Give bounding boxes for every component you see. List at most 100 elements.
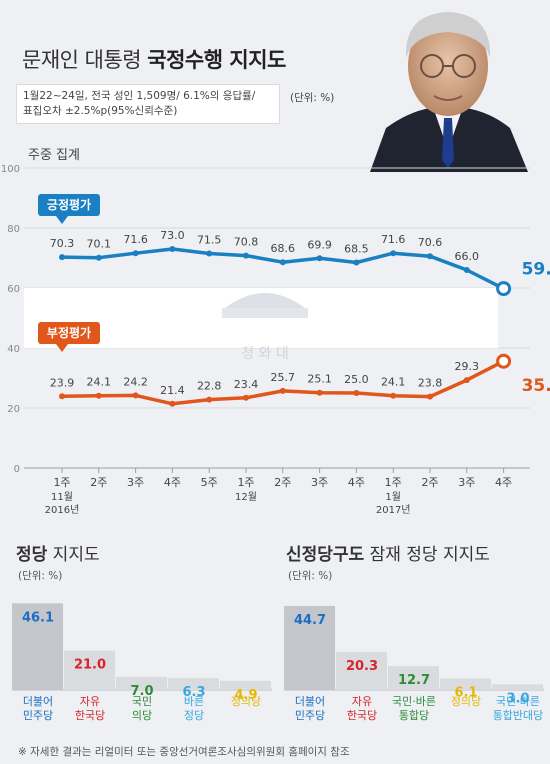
- approval-line-chart: 0 20 40 60 80 100 청 와 대 70.3 70.1 71.6 73.0 71.5 7…: [1, 164, 550, 516]
- data-label: 70.3: [50, 237, 75, 250]
- data-point: [316, 389, 323, 396]
- y-tick-label: 20: [7, 404, 20, 415]
- survey-info-box: 1월22~24일, 전국 성인 1,509명/ 6.1%의 응답률/ 표집오차 …: [16, 84, 280, 124]
- series-legend-label: 긍정평가: [47, 197, 91, 212]
- title-bold: 국정수행 지지도: [147, 48, 286, 72]
- survey-info-line1: 1월22~24일, 전국 성인 1,509명/ 6.1%의 응답률/: [23, 90, 256, 102]
- bar-value-label: 12.7: [398, 673, 430, 688]
- data-label: 29.3: [455, 360, 480, 373]
- bar-category-label-line2: 통합당: [399, 709, 429, 722]
- aggregate-label: 주중 집계: [28, 148, 80, 163]
- data-point: [390, 250, 397, 257]
- data-point: [279, 387, 286, 394]
- data-point: [169, 400, 176, 407]
- new-party-support-title: 신정당구도 잠재 정당 지지도: [286, 540, 490, 565]
- bar-category-label-line2: 한국당: [347, 709, 377, 722]
- bar-value-label: 6.1: [454, 686, 477, 701]
- data-label: 70.1: [87, 238, 112, 251]
- data-point: [206, 396, 213, 403]
- title-prefix: 문재인 대통령: [22, 48, 142, 72]
- bar-category-label-line2: 통합반대당: [493, 709, 544, 722]
- bar-value-label: 6.3: [182, 685, 205, 700]
- bar-category-label: 바른: [184, 695, 204, 708]
- y-tick-label: 0: [14, 464, 20, 475]
- bar: [284, 605, 335, 690]
- x-group-label: 12월: [235, 491, 257, 503]
- x-tick-label: 1주: [237, 476, 254, 489]
- x-tick-label: 2주: [274, 476, 291, 489]
- bar: [388, 666, 439, 690]
- x-group-label: 1월: [385, 491, 401, 503]
- data-point: [353, 259, 360, 266]
- y-tick-label: 40: [7, 344, 20, 355]
- bar-category-label: 정의당: [451, 695, 481, 708]
- last-value-label: 35.6%: [522, 376, 550, 396]
- data-label: 25.7: [271, 371, 296, 384]
- bar-category-label: 자유: [80, 695, 100, 708]
- data-label: 22.8: [197, 380, 222, 393]
- data-point: [496, 281, 512, 297]
- watermark-text: 청 와 대: [241, 346, 289, 362]
- bar: [336, 651, 387, 690]
- bar-category-label: 더불어: [295, 695, 325, 708]
- data-point: [496, 353, 512, 369]
- data-point: [243, 394, 249, 401]
- x-tick-label: 3주: [127, 476, 144, 489]
- party-support-title: 정당 지지도: [16, 540, 100, 565]
- data-point: [132, 392, 139, 399]
- bar-category-label: 자유: [352, 695, 372, 708]
- bar-category-label: 국민·바른: [496, 695, 540, 708]
- bar-category-label-line2: 한국당: [75, 709, 105, 722]
- data-label: 68.6: [271, 242, 296, 255]
- bar: [220, 680, 271, 690]
- bar-category-label-line2: 민주당: [295, 709, 325, 722]
- data-label: 71.5: [197, 234, 222, 247]
- y-tick-label: 60: [7, 284, 20, 295]
- y-tick-label: 100: [1, 164, 20, 175]
- bar-category-label: 국민·바른: [392, 695, 436, 708]
- data-label: 25.0: [344, 373, 369, 386]
- page-title: 문재인 대통령 국정수행 지지도: [22, 44, 286, 74]
- bar: [440, 678, 491, 690]
- bar: [12, 603, 63, 690]
- bar-value-label: 3.0: [506, 691, 529, 706]
- data-label: 23.9: [50, 376, 75, 389]
- data-point: [132, 250, 139, 257]
- data-label: 24.2: [123, 375, 148, 388]
- bar-value-label: 7.0: [130, 684, 153, 699]
- x-tick-label: 4주: [164, 476, 181, 489]
- new-party-title-bold: 신정당구도: [286, 545, 365, 565]
- party-unit: (단위: %): [18, 570, 63, 582]
- bar-category-label-line2: 민주당: [23, 709, 53, 722]
- data-point: [353, 390, 360, 396]
- new-party-unit: (단위: %): [288, 570, 333, 582]
- bar: [168, 678, 219, 690]
- data-point: [169, 246, 176, 252]
- bar-value-label: 46.1: [22, 610, 54, 625]
- data-point: [59, 393, 65, 400]
- data-label: 23.8: [418, 377, 443, 390]
- party-bar-charts: 46.1더불어민주당21.0자유한국당7.0국민의당6.3바른정당4.9정의당 …: [12, 603, 544, 722]
- x-tick-label: 3주: [458, 476, 475, 489]
- y-tick-label: 80: [7, 224, 20, 235]
- bar-category-label: 정의당: [231, 695, 261, 708]
- x-tick-label: 2주: [421, 476, 438, 489]
- x-group-year: 2017년: [376, 504, 411, 516]
- x-tick-label: 4주: [495, 476, 512, 489]
- bar-category-label: 더불어: [23, 695, 53, 708]
- last-value-label: 59.8%: [522, 260, 550, 280]
- series-legend-badge: [38, 194, 100, 216]
- data-point: [206, 250, 213, 257]
- x-group-year: 2016년: [45, 504, 80, 516]
- survey-info-line2: 표집오차 ±2.5%p(95%신뢰수준): [23, 105, 178, 117]
- data-point: [427, 393, 433, 400]
- data-label: 23.4: [234, 378, 259, 391]
- data-label: 73.0: [160, 229, 185, 242]
- data-point: [95, 254, 102, 261]
- data-point: [59, 254, 65, 261]
- x-tick-label: 1주: [53, 476, 70, 489]
- data-label: 68.5: [344, 243, 369, 256]
- president-photo: [368, 0, 528, 172]
- bar: [116, 676, 167, 690]
- x-tick-label: 4주: [348, 476, 365, 489]
